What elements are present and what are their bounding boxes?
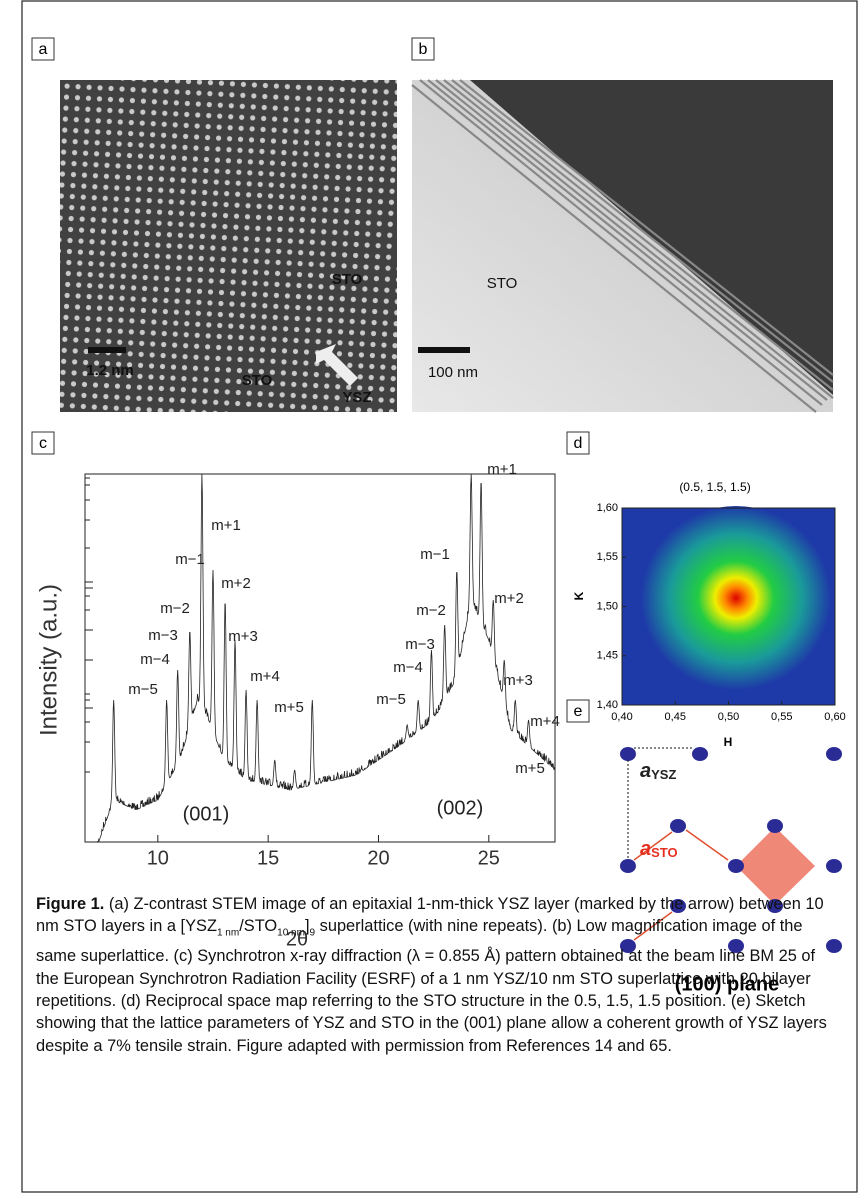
peak-label: (002) (437, 797, 484, 819)
peak-label: m−4 (140, 651, 170, 668)
peak-label: m+1 (487, 461, 517, 478)
x-tick-label: 25 (478, 847, 500, 869)
x-tick-label: 0,60 (824, 711, 845, 723)
x-tick-label: 0,50 (718, 711, 739, 723)
caption: Figure 1. (a) Z-contrast STEM image of a… (36, 893, 836, 1057)
y-tick-label: 1,55 (597, 551, 618, 563)
annotation: STO (487, 275, 518, 292)
y-tick-label: 1,50 (597, 600, 618, 612)
peak-label: m+5 (274, 699, 304, 716)
peak-label: m+3 (503, 672, 533, 689)
annotation: YSZ (342, 389, 371, 406)
x-tick-label: 15 (257, 847, 279, 869)
peak-label: m+1 (211, 517, 241, 534)
peak-label: m+3 (228, 628, 258, 645)
y-axis-label: Intensity (a.u.) (35, 584, 62, 736)
annotation: 1.2 nm (86, 362, 134, 379)
peak-label: m−1 (175, 551, 205, 568)
x-axis-label: H (724, 735, 733, 749)
peak-label: m−3 (148, 627, 178, 644)
panel-label: c (39, 435, 47, 452)
panel-label: e (574, 703, 583, 720)
peak-label: m−1 (420, 546, 450, 563)
peak-label: m+2 (494, 590, 524, 607)
x-tick-label: 20 (367, 847, 389, 869)
page: a STO 1.2 nm STO YSZ b STO 100 nm c Inte… (0, 0, 858, 1199)
ysz-arrows (628, 748, 694, 858)
panel-label: b (419, 41, 428, 58)
peak-label: m−3 (405, 636, 435, 653)
peak-label: m+2 (221, 575, 251, 592)
caption-text: /STO (239, 917, 277, 935)
scale-bar (88, 347, 126, 353)
peak-label: (001) (183, 803, 230, 825)
y-tick-label: 1,40 (597, 699, 618, 711)
map-title: (0.5, 1.5, 1.5) (679, 480, 750, 494)
peak-label: m−5 (128, 681, 158, 698)
caption-label: Figure 1. (36, 895, 104, 913)
x-tick-label: 0,55 (771, 711, 792, 723)
annotation: STO (332, 271, 363, 288)
heatmap-intensity (641, 506, 831, 690)
peak-label: m−5 (376, 691, 406, 708)
x-tick-label: 0,40 (611, 711, 632, 723)
subscript: 1 nm (217, 928, 239, 939)
scale-bar (418, 347, 470, 353)
y-tick-label: 1,60 (597, 502, 618, 514)
peak-label: m+5 (515, 760, 545, 777)
caption-text: superlattice (with nine repeats). (b) Lo… (36, 917, 827, 1054)
subscript: YSZ (651, 767, 676, 782)
x-tick-label: 10 (147, 847, 169, 869)
panel-label: d (574, 435, 583, 452)
symbol: a (640, 760, 651, 782)
y-axis-label: K (572, 591, 586, 600)
x-tick-label: 0,45 (665, 711, 686, 723)
annotation: STO (242, 372, 273, 389)
peak-label: m−4 (393, 659, 423, 676)
peak-label: m+4 (530, 713, 560, 730)
symbol: a (640, 838, 651, 860)
annotation: 100 nm (428, 364, 478, 381)
subscript: 10 nm (277, 928, 305, 939)
peak-label: m−2 (416, 602, 446, 619)
peak-label: m−2 (160, 600, 190, 617)
panel-label: a (39, 41, 48, 58)
a-ysz-label: aYSZ (640, 760, 676, 782)
subscript: STO (651, 845, 678, 860)
y-tick-label: 1,45 (597, 650, 618, 662)
peak-label: m+4 (250, 668, 280, 685)
